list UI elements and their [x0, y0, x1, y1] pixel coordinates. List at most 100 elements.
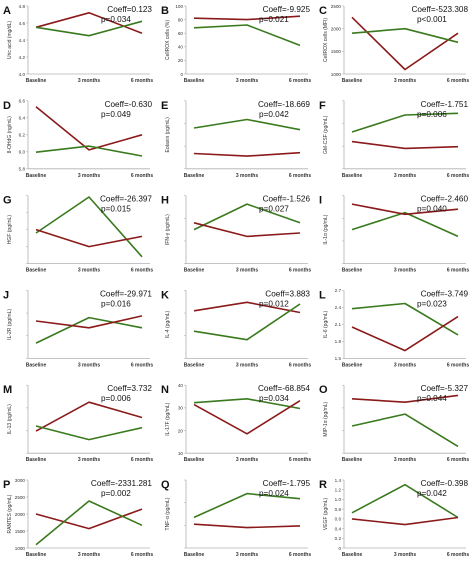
y-axis-label: Uric acid (mg/dL) [7, 21, 13, 59]
x-tick-label: 3 months [394, 457, 416, 463]
x-tick-label: 6 months [289, 362, 311, 368]
panel-n: N 10 20 30 40 IL-17F (pg/mL) Baseline 3 months 6… [161, 383, 311, 463]
p-value-annotation: p=0.040 [417, 205, 447, 214]
panel-letter: O [319, 384, 328, 396]
series-line-red [35, 401, 143, 432]
x-tick-label: 3 months [394, 78, 416, 84]
series-line-green [35, 20, 143, 37]
y-axis-label: IL-1α (pg/mL) [323, 214, 329, 244]
panel-q: Q TNF-α (pg/mL) Baseline 3 months 6 months Co… [161, 479, 311, 558]
x-tick-label: Baseline [184, 552, 205, 558]
y-tick-label: 1000 [15, 546, 26, 551]
x-tick-label: 3 months [236, 362, 258, 368]
series-line-green [193, 492, 301, 519]
p-value-annotation: p=0.006 [101, 394, 131, 403]
p-value-annotation: p=0.016 [101, 299, 131, 308]
x-tick-label: Baseline [26, 173, 47, 179]
y-axis-label: TNF-α (pg/mL) [165, 497, 171, 530]
panel-letter: H [161, 195, 169, 207]
y-axis-label: IL-6 (pg/mL) [323, 310, 329, 338]
x-tick-label: 3 months [78, 78, 100, 84]
coeff-annotation: Coeff=-18.669 [258, 100, 310, 109]
x-tick-label: Baseline [26, 268, 47, 274]
series-line-green [193, 303, 301, 341]
x-tick-label: Baseline [26, 78, 47, 84]
panel-letter: D [3, 100, 11, 112]
panel-c: C 1000 1500 2000 2500 CellROX cells (MFI) Base… [319, 4, 469, 84]
y-axis-label: Eotaxin (pg/mL) [165, 117, 171, 153]
y-axis-label: CellROX cells (%) [165, 20, 171, 60]
series-line-red [35, 315, 143, 329]
x-tick-label: 3 months [236, 268, 258, 274]
panel-l: L 1.5 1.8 2.1 2.4 2.7 IL-6 (pg/mL) Baseline 3 mo… [319, 288, 469, 368]
x-tick-label: Baseline [184, 78, 205, 84]
coeff-annotation: Coeff=-523.308 [411, 5, 468, 14]
x-tick-label: 3 months [236, 173, 258, 179]
series-line-green [193, 203, 301, 231]
panel-h: H IFN-γ (pg/mL) Baseline 3 months 6 months Co… [161, 195, 311, 274]
coeff-annotation: Coeff=-9.925 [263, 5, 311, 14]
series-line-red [193, 301, 301, 314]
panel-letter: K [161, 289, 169, 301]
x-tick-label: 3 months [236, 78, 258, 84]
series-line-green [351, 302, 459, 336]
y-axis-label: IFN-γ (pg/mL) [165, 214, 171, 245]
x-tick-label: 6 months [131, 362, 153, 368]
y-axis-label: IL-13 (pg/mL) [7, 404, 13, 434]
y-tick-label: 30 [178, 406, 184, 411]
x-tick-label: Baseline [342, 552, 363, 558]
x-tick-label: 6 months [447, 78, 469, 84]
x-tick-label: 6 months [447, 268, 469, 274]
series-line-red [351, 394, 459, 404]
y-tick-label: 100 [175, 4, 183, 9]
y-tick-label: 80 [178, 17, 184, 22]
x-tick-label: 6 months [289, 268, 311, 274]
panel-letter: C [319, 5, 327, 17]
panel-m: M IL-13 (pg/mL) Baseline 3 months 6 months Co… [3, 384, 153, 463]
p-value-annotation: p=0.042 [417, 489, 447, 498]
series-line-green [351, 112, 459, 133]
y-tick-label: 2500 [331, 4, 342, 9]
y-tick-label: 0.4 [335, 526, 342, 531]
x-tick-label: Baseline [342, 268, 363, 274]
x-tick-label: 6 months [131, 268, 153, 274]
coeff-annotation: Coeff=-29.971 [100, 289, 152, 298]
panel-e: E Eotaxin (pg/mL) Baseline 3 months 6 months… [161, 100, 311, 179]
panel-letter: M [3, 384, 12, 396]
x-tick-label: Baseline [184, 457, 205, 463]
x-tick-label: 3 months [394, 268, 416, 274]
y-axis-label: HGF (pg/mL) [7, 215, 13, 245]
y-axis-label: IL-4 (pg/mL) [165, 310, 171, 338]
y-tick-label: 4.4 [19, 38, 26, 43]
x-tick-label: 3 months [394, 552, 416, 558]
y-tick-label: 1.2 [335, 488, 342, 493]
panel-d: D 5.8 6.0 6.2 6.4 6.6 8-OHdG (ng/mL) Baseline 3 … [3, 99, 153, 179]
y-tick-label: 2.1 [335, 322, 342, 327]
series-line-red [351, 203, 459, 216]
x-tick-label: Baseline [184, 173, 205, 179]
coeff-annotation: Coeff=-3.749 [421, 289, 469, 298]
series-line-red [193, 151, 301, 157]
y-tick-label: 1500 [331, 49, 342, 54]
panel-letter: G [3, 195, 12, 207]
panel-letter: A [3, 5, 11, 17]
y-tick-label: 0 [338, 546, 341, 551]
coeff-annotation: Coeff=-68.854 [258, 384, 310, 393]
panel-letter: P [3, 479, 10, 491]
p-value-annotation: p=0.002 [101, 489, 131, 498]
x-tick-label: Baseline [342, 457, 363, 463]
y-tick-label: 20 [178, 58, 184, 63]
y-tick-label: 4.6 [19, 21, 26, 26]
panel-letter: L [319, 289, 326, 301]
x-tick-label: 6 months [447, 457, 469, 463]
x-tick-label: Baseline [342, 362, 363, 368]
coeff-annotation: Coeff=-26.397 [100, 195, 152, 204]
series-line-green [193, 397, 301, 410]
y-tick-label: 3000 [15, 478, 26, 483]
x-tick-label: Baseline [26, 457, 47, 463]
y-tick-label: 1000 [331, 72, 342, 77]
series-line-green [193, 118, 301, 131]
p-value-annotation: p=0.015 [101, 205, 131, 214]
series-line-green [351, 483, 459, 519]
y-tick-label: 1.8 [335, 339, 342, 344]
